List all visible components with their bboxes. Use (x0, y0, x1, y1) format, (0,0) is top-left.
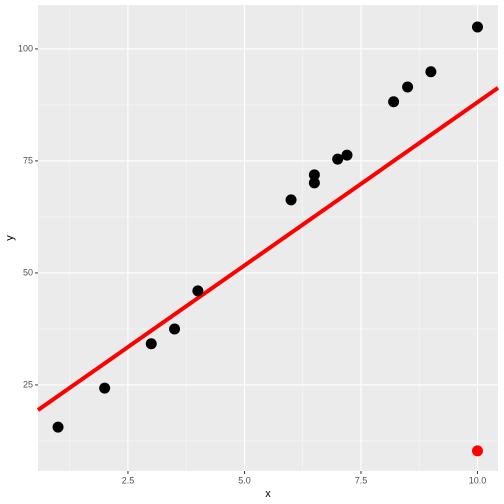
panel (38, 5, 498, 471)
point (341, 149, 353, 161)
point (332, 153, 344, 165)
point (99, 382, 111, 394)
x-tick-label: 7.5 (355, 475, 368, 485)
y-tick-label: 50 (23, 267, 33, 277)
point (145, 338, 157, 350)
point (192, 285, 204, 297)
point (425, 66, 437, 78)
fit-line (36, 86, 500, 412)
point (285, 194, 297, 206)
x-tick-label: 5.0 (238, 475, 251, 485)
point (402, 81, 414, 93)
point (308, 177, 320, 189)
point (308, 169, 320, 181)
y-tick-label: 75 (23, 155, 33, 165)
point (471, 21, 483, 33)
y-axis-title: y (4, 235, 16, 241)
point (388, 96, 400, 108)
x-tick-label: 10.0 (469, 475, 487, 485)
point (169, 323, 181, 335)
y-tick-label: 25 (23, 379, 33, 389)
x-axis-title: x (265, 488, 271, 500)
point (52, 421, 64, 433)
x-tick-label: 2.5 (122, 475, 135, 485)
point (471, 445, 483, 457)
y-tick-label: 100 (18, 43, 33, 53)
